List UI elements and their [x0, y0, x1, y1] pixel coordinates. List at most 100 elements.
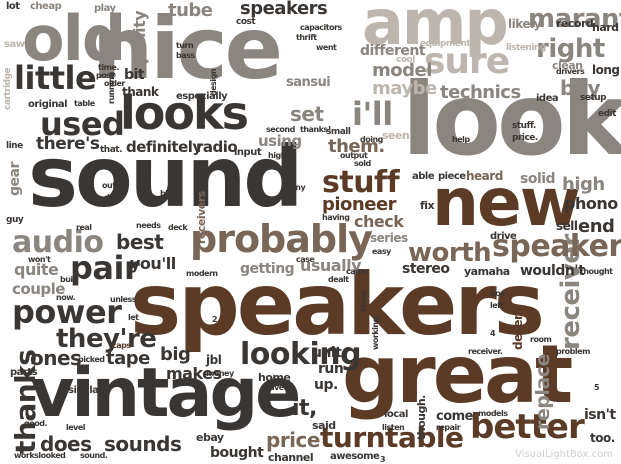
- cloud-word: caps: [112, 341, 131, 350]
- cloud-word: parts: [10, 367, 38, 378]
- cloud-word: marantz: [528, 4, 621, 34]
- cloud-word: record: [556, 17, 594, 30]
- cloud-word: gear: [7, 162, 23, 196]
- cloud-word: big: [160, 344, 191, 365]
- cloud-word: buy: [560, 76, 601, 100]
- cloud-word: second: [266, 125, 295, 134]
- cloud-word: maybe: [372, 78, 437, 99]
- cloud-word: speaker: [492, 229, 621, 264]
- cloud-word: getting: [240, 261, 295, 277]
- cloud-word: usually: [300, 256, 362, 275]
- cloud-word: best: [116, 230, 164, 254]
- cloud-word: that.: [100, 145, 123, 155]
- cloud-word: old: [22, 2, 126, 75]
- cloud-word: sony: [286, 183, 306, 192]
- cloud-word: right: [536, 34, 605, 64]
- cloud-word: though.: [415, 395, 428, 440]
- cloud-word: power: [12, 293, 122, 331]
- cloud-word: bit: [124, 67, 145, 83]
- cloud-word: guy: [6, 215, 24, 225]
- cloud-word: quality: [130, 10, 149, 70]
- cloud-word: help: [452, 135, 470, 144]
- cloud-word: they're: [56, 324, 157, 354]
- cloud-word: channel: [268, 451, 314, 464]
- cloud-word: long: [592, 63, 620, 77]
- cloud-word: thank: [122, 85, 159, 99]
- cloud-word: check: [354, 212, 404, 231]
- cloud-word: audio: [12, 225, 104, 260]
- cloud-word: thought: [580, 267, 613, 276]
- cloud-word: sounds: [104, 432, 182, 456]
- cloud-word: tube: [168, 0, 213, 21]
- cloud-word: cool: [396, 55, 415, 65]
- cloud-word: makes: [166, 364, 222, 383]
- cloud-word: models: [478, 409, 508, 418]
- cloud-word: pair: [70, 249, 140, 287]
- cloud-word: repair: [436, 423, 461, 432]
- cloud-word: level: [66, 423, 86, 432]
- cloud-word: good.: [24, 419, 47, 428]
- cloud-word: little: [14, 59, 97, 97]
- cloud-word: design: [209, 68, 218, 96]
- cloud-word: likely: [508, 17, 541, 31]
- cloud-word: bought: [210, 445, 264, 461]
- cloud-word: needs: [136, 221, 161, 230]
- cloud-word: sell: [556, 219, 578, 233]
- cloud-word: deck: [168, 223, 188, 232]
- cloud-word: output: [340, 151, 368, 160]
- cloud-word: model: [372, 60, 432, 81]
- cloud-word: similar: [68, 385, 103, 396]
- cloud-word: capacitors: [300, 23, 342, 32]
- cloud-word: great: [342, 328, 573, 421]
- cloud-word: them.: [328, 136, 385, 157]
- cloud-word: there's: [36, 134, 100, 154]
- cloud-word: hard: [592, 21, 619, 34]
- cloud-word: listen: [382, 423, 405, 432]
- cloud-word: replace: [532, 354, 554, 430]
- cloud-word: able: [412, 171, 435, 182]
- cloud-word: receiver.: [468, 347, 503, 356]
- cloud-word: isn't: [584, 407, 616, 423]
- cloud-word: having: [322, 213, 350, 222]
- cloud-word: drivers: [556, 67, 585, 76]
- cloud-word: tape: [106, 348, 150, 369]
- cloud-word: left: [490, 301, 504, 310]
- cloud-word: radio: [196, 138, 238, 156]
- cloud-word: play: [94, 3, 116, 14]
- cloud-word: unless: [110, 295, 137, 304]
- cloud-word: 2: [212, 315, 218, 324]
- cloud-word: time.: [98, 63, 119, 72]
- cloud-word: ones: [30, 346, 82, 370]
- cloud-word: box: [490, 289, 505, 298]
- cloud-word: set: [290, 102, 324, 126]
- cloud-word: awesome: [330, 451, 380, 462]
- cloud-word: fix: [420, 199, 435, 212]
- cloud-word: price: [266, 428, 320, 452]
- cloud-word: it,: [292, 396, 317, 421]
- cloud-word: thanks!: [300, 125, 331, 134]
- cloud-word: easy: [372, 247, 391, 256]
- cloud-word: turn: [176, 41, 194, 50]
- cloud-word: stuff.: [512, 121, 536, 131]
- cloud-word: original: [28, 99, 68, 110]
- cloud-word: price.: [512, 133, 538, 143]
- cloud-word: seen: [382, 129, 410, 142]
- cloud-word: cheap: [30, 1, 62, 12]
- cloud-word: stereo: [402, 261, 450, 277]
- cloud-word: 4: [490, 329, 496, 338]
- cloud-word: let: [128, 313, 139, 322]
- cloud-word: phono: [564, 194, 618, 213]
- cloud-word: pioneer: [322, 194, 397, 215]
- cloud-word: vintage: [30, 354, 301, 433]
- cloud-word: looks: [120, 86, 249, 140]
- cloud-word: looking: [240, 337, 362, 372]
- cloud-word: quite: [14, 260, 59, 279]
- cloud-word: does: [40, 432, 92, 456]
- cloud-word: case: [296, 255, 315, 264]
- cloud-word: especially: [176, 91, 228, 102]
- cloud-word: yamaha: [464, 265, 510, 278]
- cloud-word: look: [402, 61, 621, 178]
- cloud-word: probably: [190, 217, 373, 261]
- cloud-word: amp: [362, 0, 509, 59]
